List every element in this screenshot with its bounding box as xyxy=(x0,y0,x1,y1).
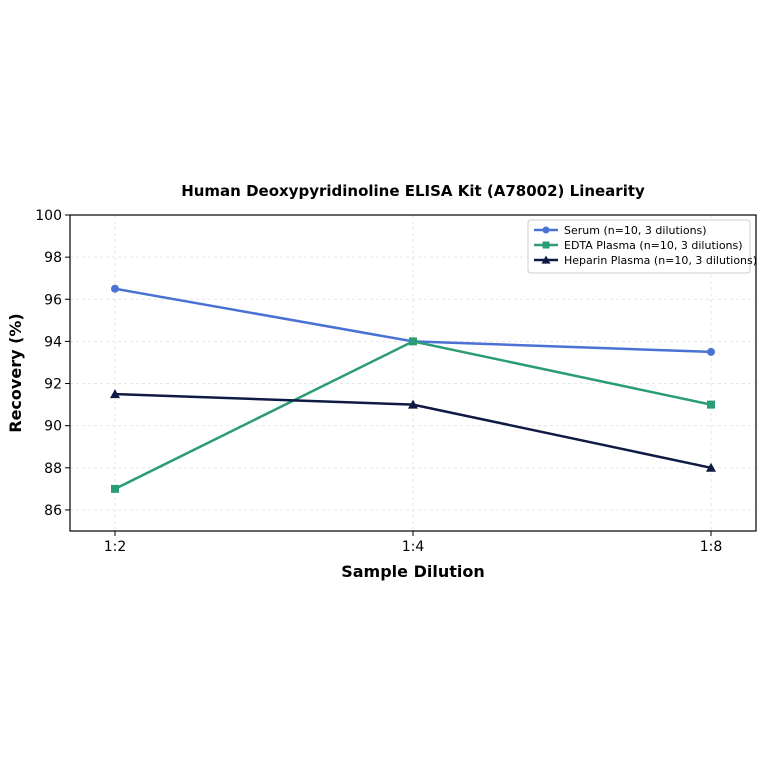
y-axis: 86 88 90 92 94 96 98 100 xyxy=(35,208,70,519)
legend-label: Serum (n=10, 3 dilutions) xyxy=(564,224,707,237)
y-tick-label: 100 xyxy=(35,208,62,224)
y-tick-label: 92 xyxy=(44,377,62,393)
legend-marker xyxy=(542,226,550,234)
legend-marker xyxy=(542,241,550,249)
legend: Serum (n=10, 3 dilutions) EDTA Plasma (n=… xyxy=(527,219,757,274)
x-axis: 1:2 1:4 1:8 xyxy=(104,531,723,555)
data-point xyxy=(707,347,715,356)
data-point xyxy=(706,462,716,472)
x-tick-label: 1:2 xyxy=(104,539,127,555)
y-tick-label: 96 xyxy=(44,292,62,308)
y-tick-label: 86 xyxy=(44,503,62,519)
data-point xyxy=(408,399,418,409)
legend-box xyxy=(527,219,751,274)
series-3 xyxy=(110,389,716,472)
data-point xyxy=(707,400,715,409)
series-layer xyxy=(110,284,716,493)
legend-marker xyxy=(541,255,551,264)
legend-item: Heparin Plasma (n=10, 3 dilutions) xyxy=(534,254,757,267)
series-2 xyxy=(111,337,715,493)
legend-item: Serum (n=10, 3 dilutions) xyxy=(534,224,707,237)
x-tick-label: 1:4 xyxy=(402,539,425,555)
legend-item: EDTA Plasma (n=10, 3 dilutions) xyxy=(534,239,743,252)
y-tick-label: 88 xyxy=(44,461,62,477)
chart-title: Human Deoxypyridinoline ELISA Kit (A7800… xyxy=(181,182,645,200)
y-tick-label: 90 xyxy=(44,419,62,435)
data-point xyxy=(111,284,119,293)
y-axis-label: Recovery (%) xyxy=(6,313,25,432)
x-axis-label: Sample Dilution xyxy=(341,562,485,581)
legend-label: EDTA Plasma (n=10, 3 dilutions) xyxy=(564,239,743,252)
legend-label: Heparin Plasma (n=10, 3 dilutions) xyxy=(564,254,757,267)
y-tick-label: 94 xyxy=(44,334,62,350)
data-point xyxy=(110,389,120,399)
data-point xyxy=(409,337,417,346)
x-tick-label: 1:8 xyxy=(700,539,723,555)
data-point xyxy=(111,484,119,493)
y-tick-label: 98 xyxy=(44,250,62,266)
